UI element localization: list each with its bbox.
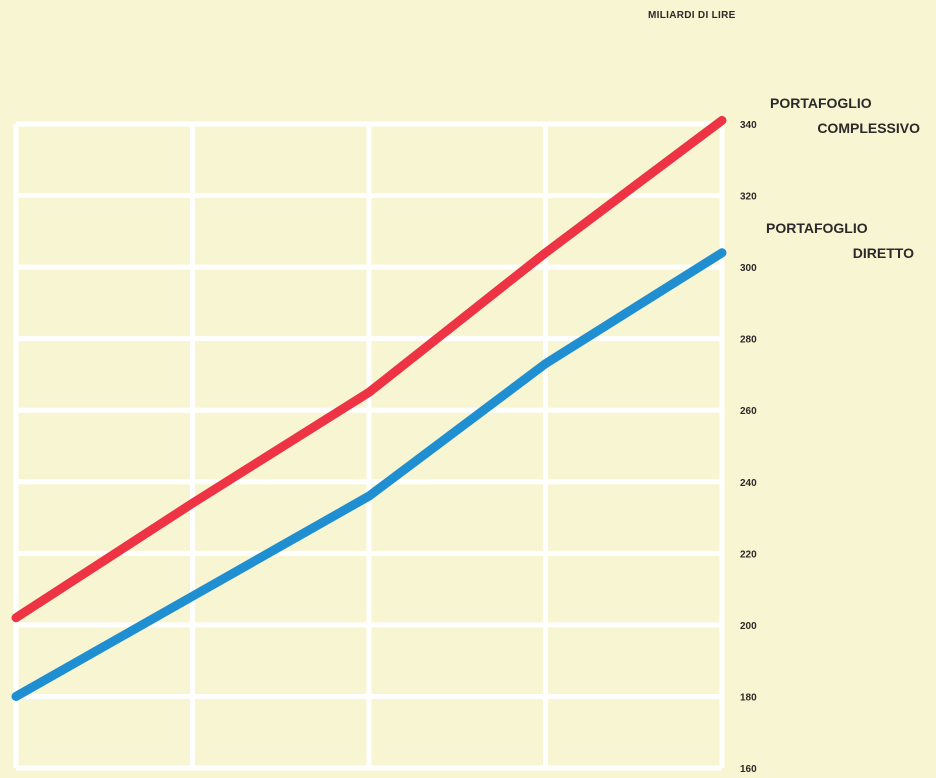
y-tick-label: 200 [740,621,757,632]
series-label-complessivo-line1: PORTAFOGLIO [770,95,872,111]
series-lines [11,115,727,701]
y-tick-label: 160 [740,764,757,775]
y-tick-label: 340 [740,120,757,131]
y-tick-label: 300 [740,263,757,274]
y-axis-unit-label: MILIARDI DI LIRE [648,10,736,21]
series-label-complessivo-line2: COMPLESSIVO [817,120,920,136]
grid [13,121,725,771]
y-tick-label: 260 [740,406,757,417]
y-tick-label: 240 [740,478,757,489]
y-tick-label: 180 [740,692,757,703]
y-axis-ticks: 160 180 200 220 240 260 280 300 320 340 [740,120,757,775]
y-tick-label: 320 [740,192,757,203]
y-tick-label: 220 [740,549,757,560]
series-label-diretto-line2: DIRETTO [852,245,914,261]
y-tick-label: 280 [740,335,757,346]
series-label-diretto-line1: PORTAFOGLIO [766,220,868,236]
